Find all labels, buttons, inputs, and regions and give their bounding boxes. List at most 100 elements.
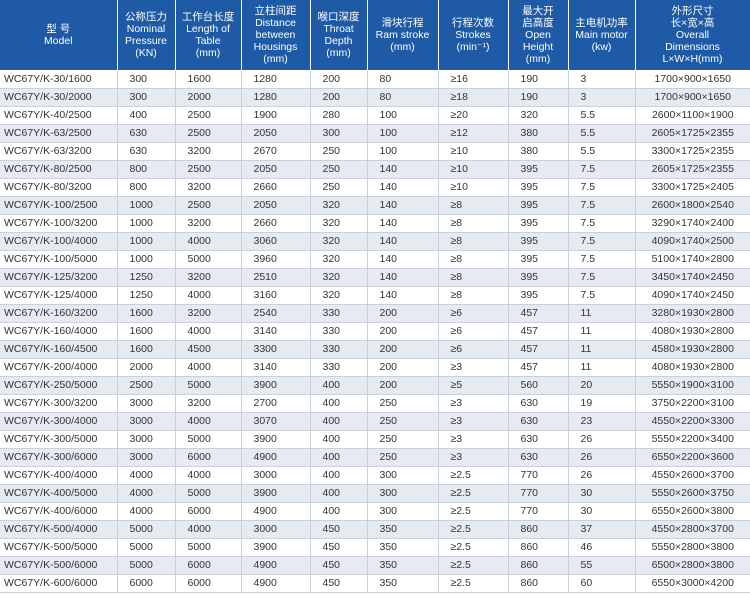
table-cell: 6000 bbox=[175, 574, 242, 593]
table-cell: 2500 bbox=[175, 106, 242, 125]
header-line: Length of bbox=[186, 23, 230, 35]
table-cell: WC67Y/K-100/5000 bbox=[0, 250, 118, 269]
table-row: WC67Y/K-300/4000 3000 4000 3070 400 250 ≥3 630 2… bbox=[0, 412, 750, 431]
table-cell: 3000 bbox=[241, 466, 311, 485]
table-cell: WC67Y/K-160/4000 bbox=[0, 322, 118, 341]
table-cell: 250 bbox=[367, 430, 439, 449]
table-cell: 3300×1725×2405 bbox=[635, 178, 750, 197]
table-cell: 4000 bbox=[117, 484, 176, 503]
table-cell: 23 bbox=[568, 412, 636, 431]
table-cell: 350 bbox=[367, 520, 439, 539]
table-cell: 860 bbox=[508, 574, 569, 593]
header-cell: 滑块行程 Ram stroke (mm) bbox=[367, 0, 439, 70]
table-cell: 630 bbox=[508, 448, 569, 467]
table-cell: 300 bbox=[117, 88, 176, 107]
table-cell: 2050 bbox=[241, 160, 311, 179]
table-cell: 3200 bbox=[175, 304, 242, 323]
table-cell: 250 bbox=[367, 448, 439, 467]
table-cell: 6550×2200×3600 bbox=[635, 448, 750, 467]
table-cell: ≥6 bbox=[438, 340, 509, 359]
table-cell: 3160 bbox=[241, 286, 311, 305]
table-cell: ≥8 bbox=[438, 286, 509, 305]
table-cell: 6000 bbox=[175, 448, 242, 467]
table-row: WC67Y/K-400/6000 4000 6000 4900 400 300 ≥2.5 77… bbox=[0, 502, 750, 521]
table-cell: 7.5 bbox=[568, 160, 636, 179]
table-cell: 400 bbox=[310, 466, 368, 485]
table-cell: 457 bbox=[508, 322, 569, 341]
table-cell: 800 bbox=[117, 160, 176, 179]
header-line: 主电机功率 bbox=[575, 17, 628, 29]
table-cell: 11 bbox=[568, 304, 636, 323]
table-cell: 140 bbox=[367, 196, 439, 215]
table-cell: 450 bbox=[310, 520, 368, 539]
header-cell: 最大开 启高度 Open Height (mm) bbox=[508, 0, 569, 70]
table-cell: 5000 bbox=[117, 520, 176, 539]
table-cell: 395 bbox=[508, 178, 569, 197]
table-cell: WC67Y/K-30/2000 bbox=[0, 88, 118, 107]
header-line: 公称压力 bbox=[125, 11, 167, 23]
table-cell: 770 bbox=[508, 484, 569, 503]
table-cell: 2600×1100×1900 bbox=[635, 106, 750, 125]
table-cell: WC67Y/K-400/5000 bbox=[0, 484, 118, 503]
table-cell: 630 bbox=[508, 394, 569, 413]
table-cell: 3000 bbox=[241, 520, 311, 539]
table-cell: 3 bbox=[568, 88, 636, 107]
table-cell: 80 bbox=[367, 70, 439, 89]
table-cell: 3 bbox=[568, 70, 636, 89]
table-cell: 1700×900×1650 bbox=[635, 88, 750, 107]
table-cell: 2660 bbox=[241, 178, 311, 197]
header-line: 行程次数 bbox=[452, 17, 494, 29]
table-row: WC67Y/K-300/3200 3000 3200 2700 400 250 ≥3 630 1… bbox=[0, 394, 750, 413]
table-cell: 7.5 bbox=[568, 250, 636, 269]
table-cell: 4000 bbox=[117, 466, 176, 485]
table-cell: 20 bbox=[568, 376, 636, 395]
table-cell: ≥12 bbox=[438, 124, 509, 143]
table-cell: WC67Y/K-63/2500 bbox=[0, 124, 118, 143]
table-cell: ≥2.5 bbox=[438, 538, 509, 557]
table-cell: 1280 bbox=[241, 88, 311, 107]
table-cell: WC67Y/K-400/6000 bbox=[0, 502, 118, 521]
table-cell: 395 bbox=[508, 232, 569, 251]
table-cell: WC67Y/K-300/4000 bbox=[0, 412, 118, 431]
table-cell: 2000 bbox=[175, 88, 242, 107]
table-cell: 1000 bbox=[117, 196, 176, 215]
table-cell: 4550×2800×3700 bbox=[635, 520, 750, 539]
table-cell: 400 bbox=[310, 484, 368, 503]
table-cell: 4900 bbox=[241, 556, 311, 575]
header-line: Dimensions bbox=[665, 41, 720, 53]
table-cell: 400 bbox=[310, 376, 368, 395]
table-cell: 320 bbox=[310, 214, 368, 233]
table-cell: 3900 bbox=[241, 430, 311, 449]
table-cell: WC67Y/K-500/6000 bbox=[0, 556, 118, 575]
table-cell: 30 bbox=[568, 502, 636, 521]
table-cell: 11 bbox=[568, 340, 636, 359]
table-row: WC67Y/K-80/3200 800 3200 2660 250 140 ≥10 395 7.… bbox=[0, 178, 750, 197]
table-cell: 200 bbox=[367, 376, 439, 395]
table-cell: WC67Y/K-100/2500 bbox=[0, 196, 118, 215]
table-cell: ≥16 bbox=[438, 70, 509, 89]
table-cell: ≥10 bbox=[438, 142, 509, 161]
header-line: (mm) bbox=[263, 53, 288, 65]
header-line: Height bbox=[522, 41, 554, 53]
table-cell: 1700×900×1650 bbox=[635, 70, 750, 89]
header-line: (mm) bbox=[525, 53, 551, 65]
table-cell: 2000 bbox=[117, 358, 176, 377]
table-cell: 4900 bbox=[241, 502, 311, 521]
table-cell: 200 bbox=[367, 322, 439, 341]
table-cell: ≥3 bbox=[438, 358, 509, 377]
table-cell: 3200 bbox=[175, 178, 242, 197]
table-row: WC67Y/K-100/5000 1000 5000 3960 320 140 ≥8 395 7… bbox=[0, 250, 750, 269]
table-cell: 140 bbox=[367, 250, 439, 269]
table-row: WC67Y/K-63/3200 630 3200 2670 250 100 ≥10 380 5.… bbox=[0, 142, 750, 161]
table-cell: 3200 bbox=[175, 142, 242, 161]
header-line: 型 号 bbox=[46, 23, 71, 35]
header-row: 型 号 Model 公称压力 Nominal Pressure (KN) 工作台长度 Leng… bbox=[0, 0, 750, 70]
table-cell: ≥5 bbox=[438, 376, 509, 395]
header-line: (KN) bbox=[135, 47, 157, 59]
table-cell: 4000 bbox=[175, 286, 242, 305]
table-cell: 350 bbox=[367, 574, 439, 593]
table-cell: 4000 bbox=[175, 232, 242, 251]
header-cell: 外形尺寸 长×宽×高 Overall Dimensions L×W×H(mm) bbox=[635, 0, 750, 70]
table-cell: 5550×2600×3750 bbox=[635, 484, 750, 503]
header-line: Table bbox=[195, 35, 221, 47]
